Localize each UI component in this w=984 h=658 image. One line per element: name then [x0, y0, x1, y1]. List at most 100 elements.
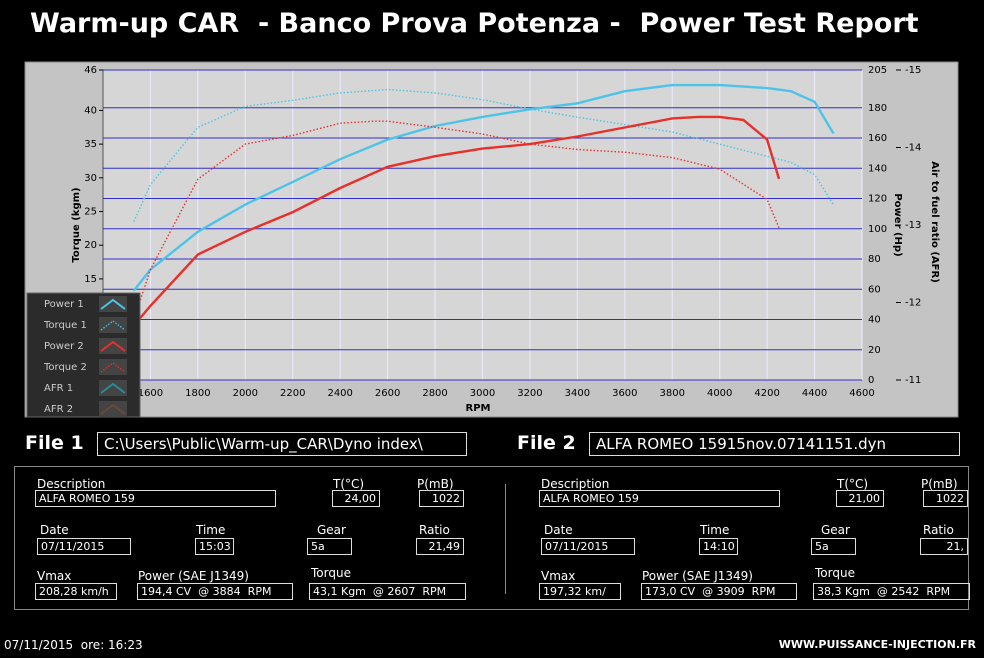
y3-tick-label: -15 [905, 65, 921, 76]
report-title: Warm-up CAR - Banco Prova Potenza - Powe… [30, 8, 919, 39]
date-label: Date [40, 523, 69, 537]
pressure-label: P(mB) [417, 477, 454, 491]
x-tick-label: 3400 [565, 388, 590, 399]
time-label: Time [196, 523, 226, 537]
timestamp: 07/11/2015 ore: 16:23 [4, 638, 143, 652]
legend-label: AFR 1 [44, 383, 73, 394]
power-value: 173,0 CV @ 3909 RPM [641, 583, 797, 600]
vmax-label: Vmax [37, 569, 72, 583]
x-tick-label: 1800 [185, 388, 210, 399]
description-label: Description [541, 477, 610, 491]
x-tick-label: 3600 [612, 388, 637, 399]
y3-tick-label: -13 [905, 220, 921, 231]
divider [505, 484, 506, 594]
x-tick-label: 2200 [280, 388, 305, 399]
y-tick-label: 46 [84, 65, 97, 76]
x-tick-label: 1600 [138, 388, 163, 399]
legend-icon [100, 403, 126, 415]
legend-swatch [99, 401, 127, 417]
y-tick-label: 40 [84, 105, 97, 116]
x-tick-label: 2400 [327, 388, 352, 399]
pressure-value: 1022 [923, 490, 968, 507]
legend-label: AFR 2 [44, 404, 73, 415]
temp-value: 24,00 [332, 490, 380, 507]
x-tick-label: 4000 [707, 388, 732, 399]
y3-tick-label: -11 [905, 375, 921, 386]
description-label: Description [37, 477, 106, 491]
x-tick-label: 2600 [375, 388, 400, 399]
x-tick-label: 4600 [849, 388, 874, 399]
gear-value: 5a [811, 538, 856, 555]
x-tick-label: 3200 [517, 388, 542, 399]
vmax-value: 208,28 km/h [35, 583, 117, 600]
gear-value: 5a [307, 538, 352, 555]
y2-tick-label: 120 [868, 194, 887, 205]
pressure-value: 1022 [419, 490, 464, 507]
legend-icon [100, 298, 126, 310]
y-axis-label: Torque (kgm) [71, 187, 82, 262]
temp-label: T(°C) [837, 477, 869, 491]
chart: 1600 1800 2000 2200 2400 2600 2800 3000 3200 3400… [24, 61, 959, 418]
temp-value: 21,00 [836, 490, 884, 507]
file-label: File 1 [25, 432, 84, 454]
torque-label: Torque [311, 566, 351, 580]
y2-tick-label: 180 [868, 103, 887, 114]
legend-icon [100, 320, 126, 331]
time-label: Time [700, 523, 730, 537]
ratio-value: 21,49 [416, 538, 464, 555]
x-axis-label: RPM [466, 403, 491, 414]
legend-icon [100, 382, 126, 394]
y-tick-label: 20 [84, 240, 97, 251]
ratio-label: Ratio [419, 523, 450, 537]
legend-label: Torque 2 [43, 362, 87, 373]
time-value: 14:10 [699, 538, 738, 555]
y2-tick-label: 40 [868, 315, 881, 326]
description-value: ALFA ROMEO 159 [539, 490, 780, 507]
gear-label: Gear [821, 523, 850, 537]
legend-swatch [99, 359, 127, 375]
x-tick-label: 4200 [754, 388, 779, 399]
y-tick-label: 30 [84, 173, 97, 184]
series-line [132, 115, 781, 327]
y2-tick-label: 160 [868, 133, 887, 144]
legend-label: Power 1 [44, 299, 84, 310]
series-line [133, 88, 835, 222]
y3-axis-label: Air to fuel ratio (AFR) [929, 161, 940, 283]
y2-tick-label: 60 [868, 284, 881, 295]
torque-value: 38,3 Kgm @ 2542 RPM [813, 583, 970, 600]
vmax-value: 197,32 km/ [539, 583, 621, 600]
info-panel [14, 466, 969, 610]
y-tick-label: 15 [84, 274, 97, 285]
y2-tick-label: 100 [868, 224, 887, 235]
x-tick-label: 3800 [660, 388, 685, 399]
date-label: Date [544, 523, 573, 537]
y2-tick-label: 80 [868, 254, 881, 265]
power-value: 194,4 CV @ 3884 RPM [137, 583, 293, 600]
pressure-label: P(mB) [921, 477, 958, 491]
y-tick-label: 35 [84, 139, 97, 150]
torque-label: Torque [815, 566, 855, 580]
legend-swatch [99, 380, 127, 396]
website: WWW.PUISSANCE-INJECTION.FR [778, 638, 976, 651]
file-path: C:\Users\Public\Warm-up_CAR\Dyno index\ [97, 432, 467, 456]
temp-label: T(°C) [333, 477, 365, 491]
x-tick-label: 4400 [802, 388, 827, 399]
legend-label: Torque 1 [43, 320, 87, 331]
legend-label: Power 2 [44, 341, 84, 352]
y2-axis-label: Power (Hp) [892, 193, 903, 256]
legend-swatch [99, 338, 127, 354]
description-value: ALFA ROMEO 159 [35, 490, 276, 507]
series-line [133, 120, 780, 321]
y2-tick-label: 0 [868, 375, 874, 386]
y2-tick-label: 140 [868, 163, 887, 174]
ratio-label: Ratio [923, 523, 954, 537]
time-value: 15:03 [195, 538, 234, 555]
date-value: 07/11/2015 [541, 538, 635, 555]
x-tick-label: 3000 [470, 388, 495, 399]
y2-tick-label: 20 [868, 345, 881, 356]
legend-icon [100, 362, 126, 373]
power-label: Power (SAE J1349) [138, 569, 249, 583]
power-label: Power (SAE J1349) [642, 569, 753, 583]
y3-tick-label: -14 [905, 143, 921, 154]
